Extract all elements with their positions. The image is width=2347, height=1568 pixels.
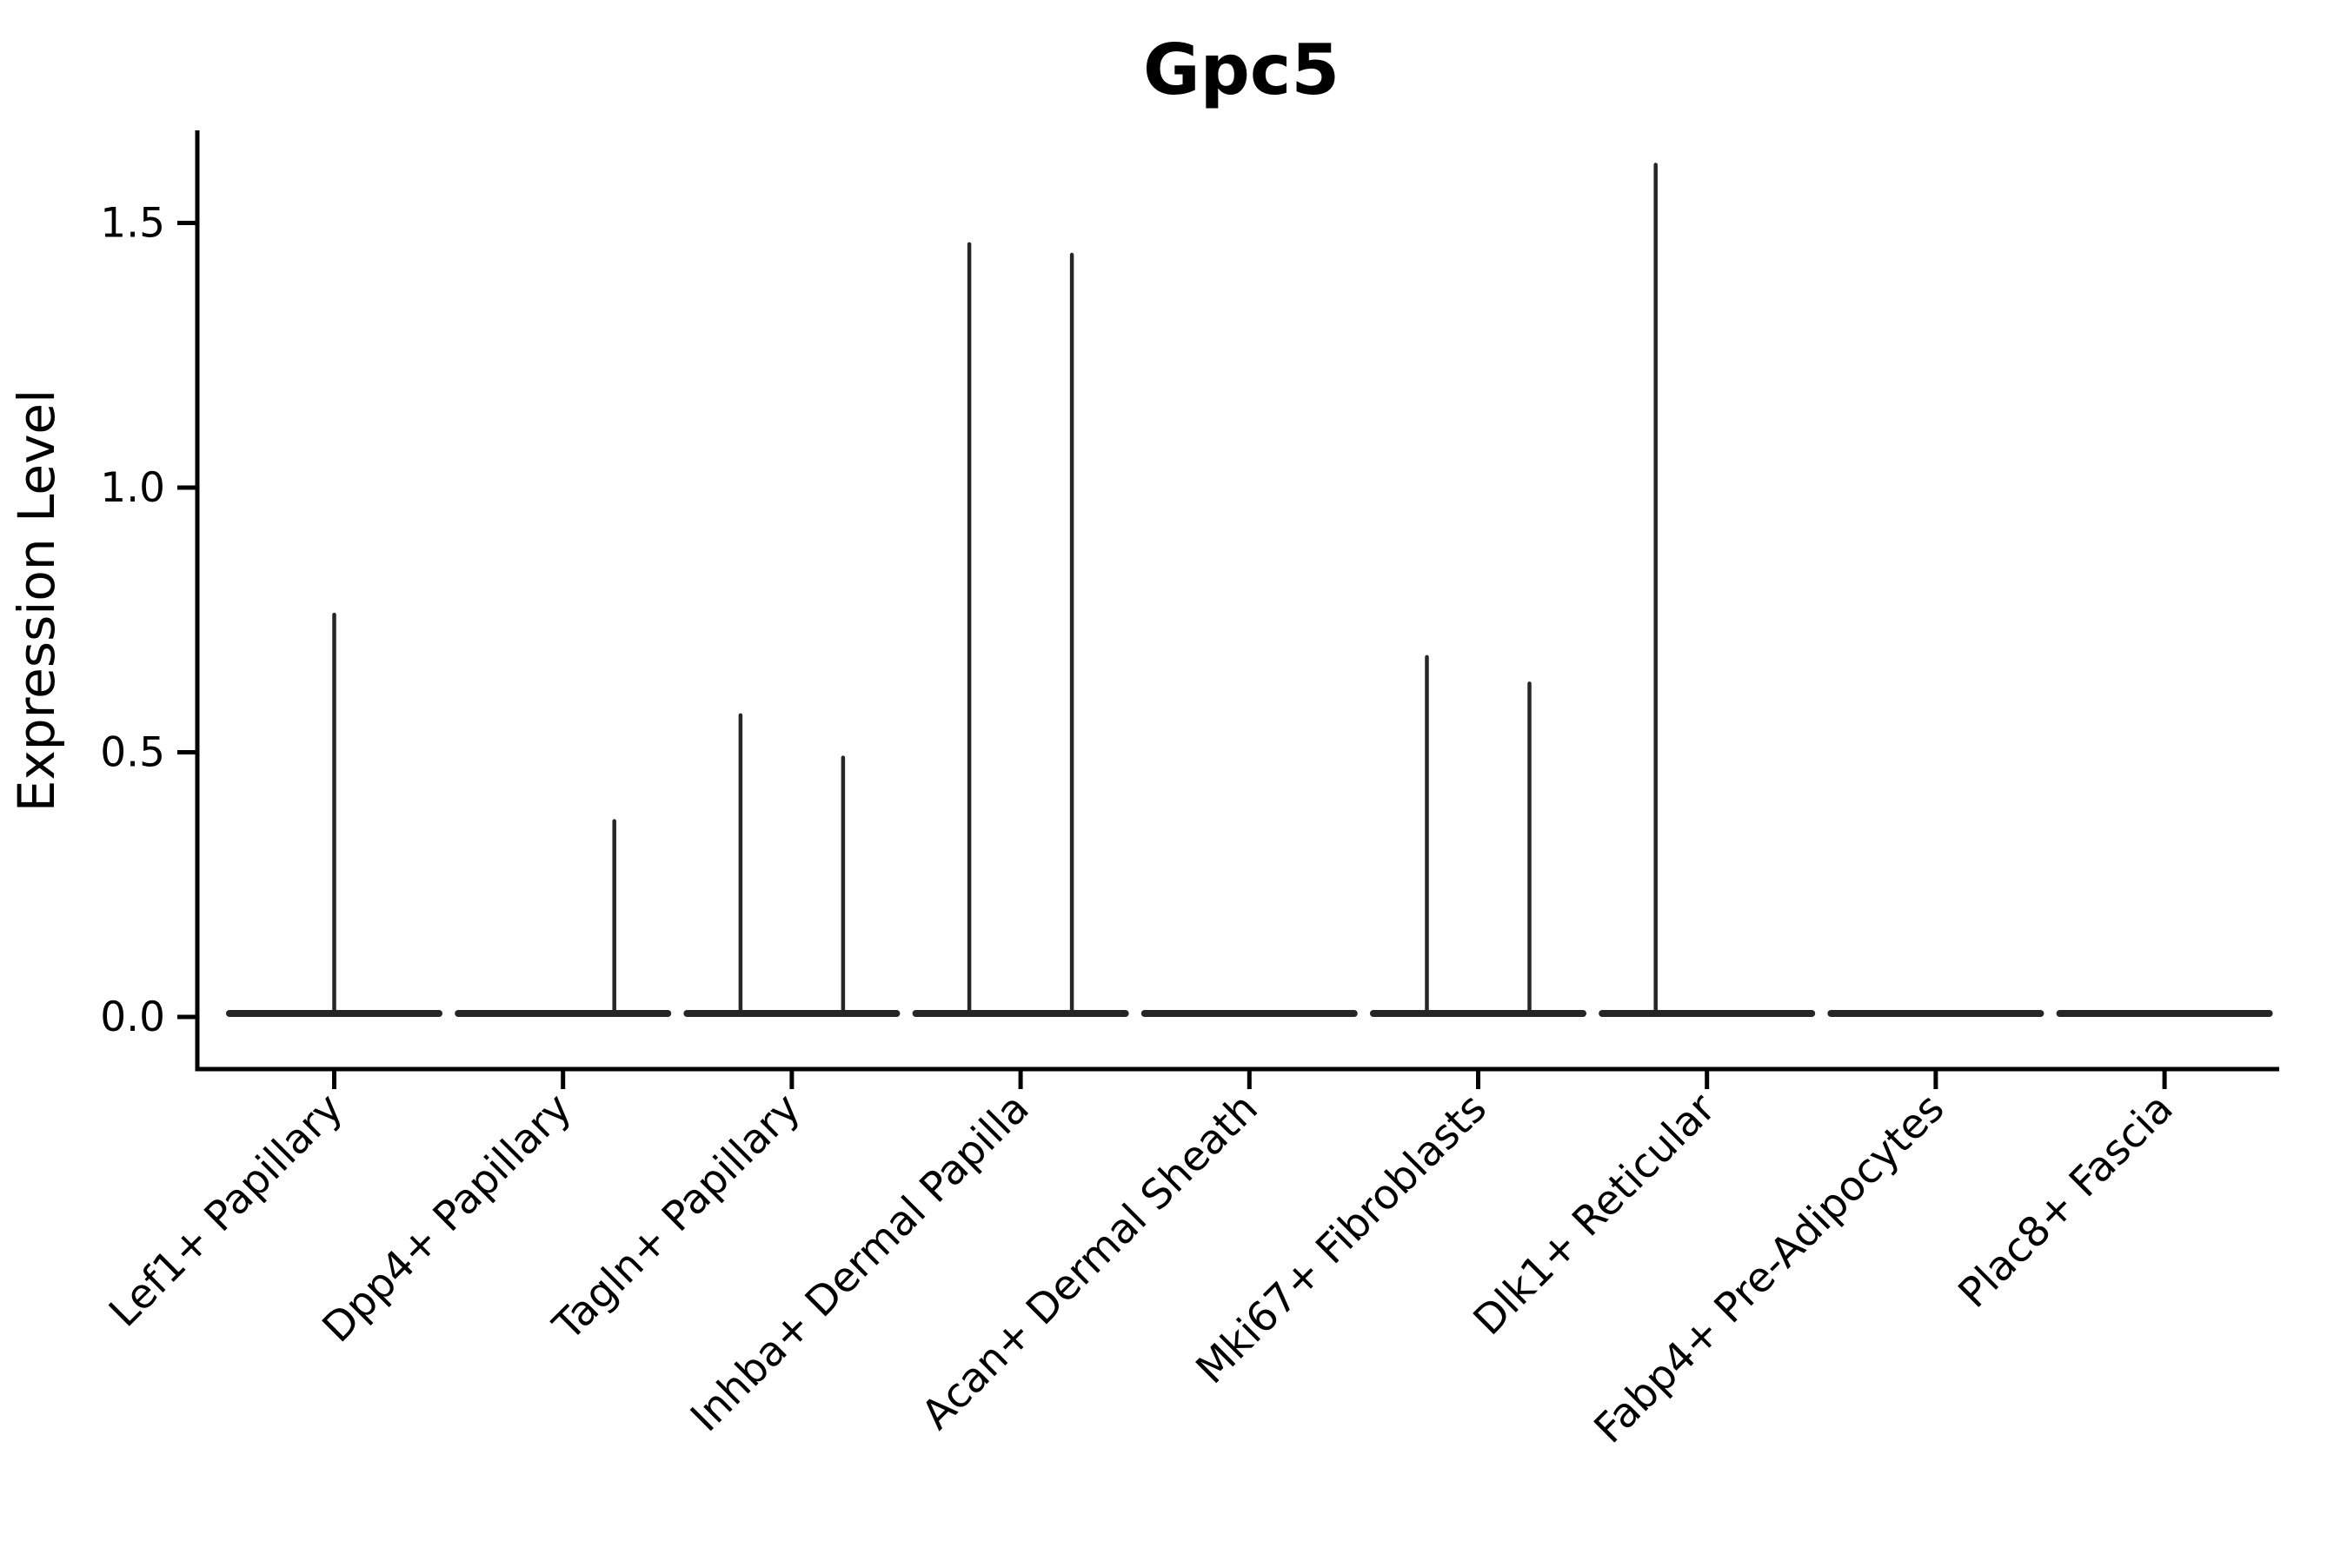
violin-group xyxy=(1370,654,1586,1017)
y-tick-label: 1.0 xyxy=(100,464,165,512)
violin-group xyxy=(1599,163,1816,1017)
x-tick-label: Plac8+ Fascia xyxy=(1950,1085,2183,1318)
y-tick-label: 0.0 xyxy=(100,993,165,1041)
violin-group xyxy=(226,612,442,1017)
x-tick-label: Dlk1+ Reticular xyxy=(1465,1084,1725,1345)
violins xyxy=(226,163,2273,1017)
chart-title: Gpc5 xyxy=(1143,30,1340,110)
axes xyxy=(195,130,2279,1072)
x-tick-label: Lef1+ Papillary xyxy=(100,1085,352,1337)
x-tick-label: Tagln+ Papillary xyxy=(543,1085,809,1351)
y-tick-label: 0.5 xyxy=(100,729,165,777)
y-axis-label: Expression Level xyxy=(7,389,66,812)
y-axis-ticks: 0.0 0.5 1.0 1.5 xyxy=(100,200,197,1041)
violin-group xyxy=(912,242,1129,1017)
violin-group xyxy=(455,819,672,1017)
y-tick-label: 1.5 xyxy=(100,200,165,248)
x-tick-label: Dpp4+ Papillary xyxy=(314,1085,582,1352)
violin-group xyxy=(683,713,901,1017)
